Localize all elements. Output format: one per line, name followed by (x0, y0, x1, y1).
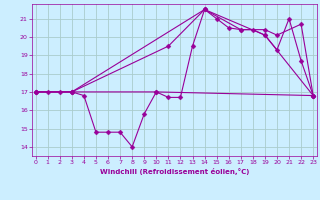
X-axis label: Windchill (Refroidissement éolien,°C): Windchill (Refroidissement éolien,°C) (100, 168, 249, 175)
